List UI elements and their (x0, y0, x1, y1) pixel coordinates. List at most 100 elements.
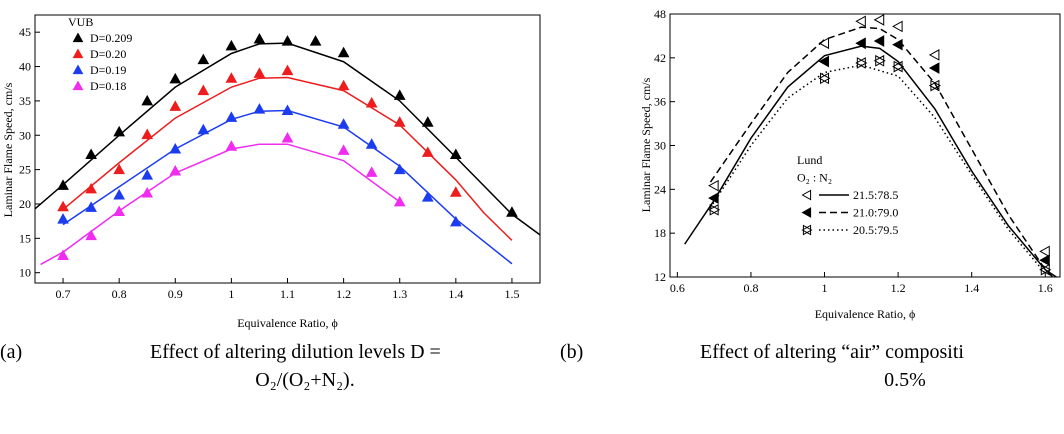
marker-shape (421, 146, 434, 157)
marker (281, 104, 294, 116)
marker (855, 15, 866, 28)
marker (225, 111, 238, 122)
marker (337, 79, 350, 91)
marker-shape (281, 35, 294, 46)
marker (169, 72, 182, 84)
marker-shape (802, 224, 813, 236)
legend-label: D=0.18 (90, 79, 126, 93)
x-tick-label: 1.2 (891, 281, 906, 295)
marker-shape (57, 213, 69, 224)
y-axis-label: Laminar Flame Speed, cm/s (639, 77, 653, 212)
x-tick-label: 0.8 (112, 287, 127, 301)
marker-shape (113, 163, 126, 175)
marker (85, 201, 97, 212)
marker-shape (875, 54, 886, 67)
marker (253, 103, 266, 114)
marker (197, 123, 210, 135)
marker-shape (72, 48, 84, 59)
marker-shape (393, 163, 406, 175)
marker-shape (225, 39, 238, 51)
marker (141, 128, 154, 140)
marker (309, 35, 322, 46)
y-tick-label: 12 (654, 270, 666, 284)
marker (85, 148, 97, 159)
legend-label: 21.5:78.5 (853, 188, 898, 202)
marker (708, 179, 719, 192)
marker-shape (856, 57, 868, 69)
x-tick-label: 1.3 (392, 287, 407, 301)
marker-shape (818, 55, 830, 68)
marker (393, 195, 406, 207)
marker-shape (1040, 263, 1052, 276)
marker (57, 200, 69, 212)
marker (928, 79, 941, 92)
caption-line: 0.5% (884, 369, 926, 391)
x-tick-label: 1.2 (336, 287, 351, 301)
marker (57, 213, 69, 224)
marker-shape (113, 125, 126, 137)
marker (141, 94, 154, 106)
marker (873, 13, 885, 26)
marker (72, 32, 84, 43)
marker-shape (709, 203, 721, 216)
marker (393, 163, 406, 175)
marker-shape (855, 15, 866, 28)
marker (892, 38, 903, 51)
marker-shape (365, 96, 378, 108)
legend-title: Lund (797, 153, 822, 167)
marker (57, 249, 69, 261)
marker (892, 60, 905, 73)
y-tick-label: 24 (654, 182, 666, 196)
legend-label: D=0.20 (90, 47, 126, 61)
marker (928, 62, 940, 74)
y-tick-label: 30 (654, 139, 666, 153)
marker (421, 191, 434, 202)
marker (365, 138, 378, 149)
caption-label: (b) (560, 341, 583, 363)
marker (225, 39, 238, 51)
caption-label: (a) (0, 341, 22, 363)
y-tick-label: 42 (654, 51, 666, 65)
marker (169, 142, 182, 154)
marker-shape (928, 49, 940, 61)
marker-shape (708, 179, 719, 192)
y-tick-label: 48 (654, 7, 666, 21)
marker (197, 84, 210, 96)
marker-shape (57, 200, 69, 212)
marker-shape (141, 128, 154, 140)
marker (449, 215, 462, 227)
marker (708, 203, 721, 216)
marker (72, 80, 84, 91)
y-tick-label: 10 (19, 266, 31, 280)
marker (57, 179, 69, 190)
marker (506, 206, 518, 217)
marker (801, 207, 812, 218)
marker-shape (855, 37, 866, 50)
fit-line (709, 64, 1046, 274)
marker-shape (169, 164, 182, 176)
x-tick-label: 1.1 (280, 287, 295, 301)
marker-shape (928, 62, 940, 74)
legend-title: VUB (68, 15, 93, 29)
marker (928, 49, 940, 61)
marker (197, 53, 210, 65)
marker (85, 182, 97, 194)
marker (873, 35, 885, 47)
marker (281, 131, 294, 143)
legend-label: 20.5:79.5 (853, 223, 898, 237)
legend-label: 21.0:79.0 (853, 206, 898, 220)
legend-label: D=0.209 (90, 31, 132, 45)
marker-shape (801, 207, 812, 218)
x-axis-label: Equivalence Ratio, ϕ (815, 307, 916, 321)
marker-shape (281, 64, 294, 76)
y-tick-label: 25 (19, 163, 31, 177)
marker-shape (281, 104, 294, 116)
marker-shape (892, 20, 903, 33)
caption-line: Effect of altering dilution levels D = (150, 341, 441, 363)
fit-line (62, 76, 513, 241)
marker (1039, 263, 1052, 276)
marker-shape (57, 249, 69, 261)
marker-shape (72, 64, 84, 75)
x-tick-label: 0.8 (743, 281, 758, 295)
